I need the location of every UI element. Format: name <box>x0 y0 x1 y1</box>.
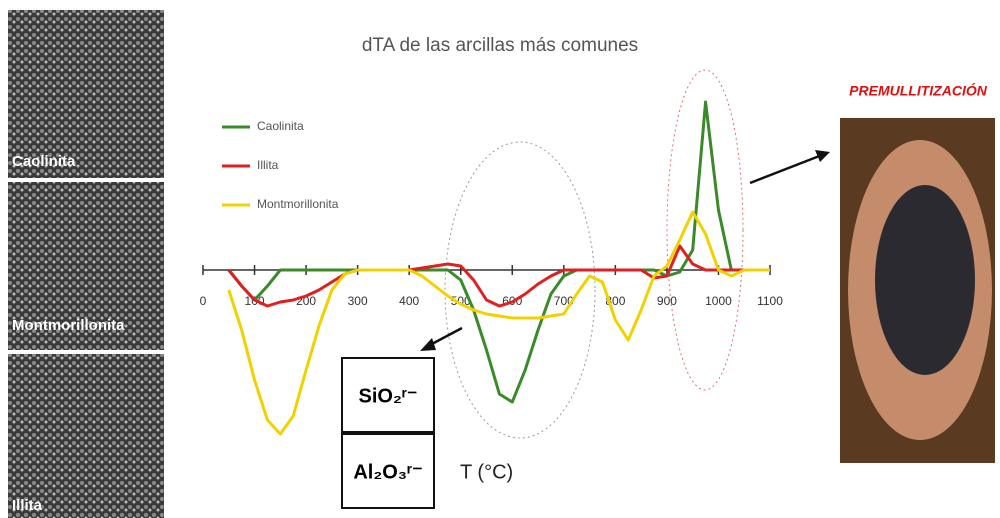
arrow <box>750 155 822 183</box>
slide: Caolinita Montmorillonita Illita PREMULL… <box>0 0 1000 518</box>
legend-label: Montmorillonita <box>257 197 339 211</box>
x-tick-label: 900 <box>657 294 677 308</box>
sem-image <box>8 354 164 518</box>
chart-title: dTA de las arcillas más comunes <box>362 35 638 56</box>
sample-photo <box>875 185 975 375</box>
image-label: Caolinita <box>12 153 76 170</box>
formula: SiO₂ʳ⁻ <box>359 385 418 407</box>
x-tick-label: 0 <box>200 294 207 308</box>
x-tick-label: 1100 <box>757 294 783 308</box>
x-tick-label: 300 <box>348 294 368 308</box>
x-tick-label: 400 <box>399 294 419 308</box>
highlight-ellipse <box>445 142 595 438</box>
image-label: Illita <box>12 497 43 514</box>
image-label: Montmorillonita <box>12 317 125 334</box>
arrow <box>430 328 462 345</box>
legend-label: Caolinita <box>257 119 304 133</box>
x-axis-label: T (°C) <box>460 461 513 483</box>
arrow-head <box>420 338 436 351</box>
x-tick-label: 1000 <box>705 294 732 308</box>
legend-label: Illita <box>257 158 279 172</box>
premullite-label: PREMULLITIZACIÓN <box>849 82 988 99</box>
series-line <box>229 212 770 434</box>
formula: Al₂O₃ʳ⁻ <box>353 461 422 483</box>
